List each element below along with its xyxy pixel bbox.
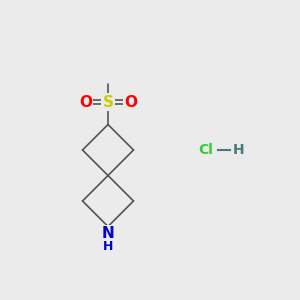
Text: N: N <box>102 226 114 242</box>
Text: H: H <box>103 239 113 253</box>
Text: O: O <box>79 94 92 110</box>
Text: S: S <box>103 94 113 110</box>
Text: O: O <box>124 94 137 110</box>
Text: H: H <box>232 143 244 157</box>
Text: Cl: Cl <box>198 143 213 157</box>
